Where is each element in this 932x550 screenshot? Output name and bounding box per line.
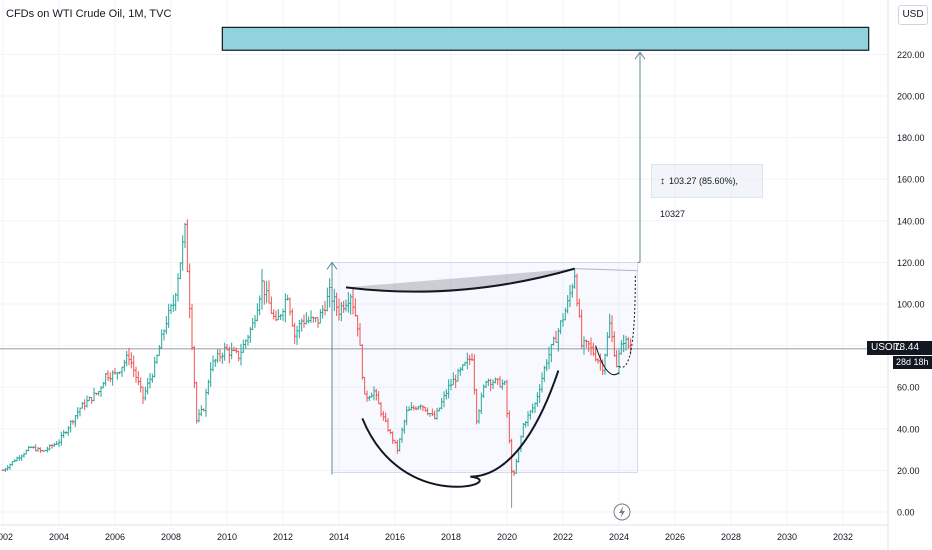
x-tick-label: 2022 [553,532,573,542]
x-tick-label: 2004 [49,532,69,542]
lightning-icon[interactable] [613,503,631,521]
x-tick-label: 2032 [833,532,853,542]
measure-range-box [331,261,639,473]
symbol-label: USOIL [871,342,902,353]
chart-title: CFDs on WTI Crude Oil, 1M, TVC [6,8,172,20]
target-zone [221,26,870,51]
y-tick-label: 180.00 [897,133,925,143]
x-tick-label: 2006 [105,532,125,542]
y-tick-label: 40.00 [897,424,920,434]
x-tick-label: 2016 [385,532,405,542]
x-tick-label: 2028 [721,532,741,542]
x-tick-label: 2020 [497,532,517,542]
currency-button[interactable]: USD [898,5,928,25]
x-tick-label: 2002 [0,532,13,542]
annotations-back [0,261,888,508]
x-tick-label: 2012 [273,532,293,542]
measure-text: 103.27 (85.60%), 10327 [660,176,739,219]
measure-arrows-icon: ↕ [660,176,665,187]
projection-dotted [618,274,636,368]
handle-curve [595,345,620,376]
x-tick-label: 2018 [441,532,461,542]
time-axis[interactable]: 2002 2004 2006 2008 2010 2012 2014 2016 2018 2020… [0,532,853,542]
current-price: 78.44 [894,342,920,353]
x-tick-label: 2030 [777,532,797,542]
measure-label: ↕ 103.27 (85.60%), 10327 [651,164,763,219]
rim-curve [345,267,575,293]
price-label: USOIL78.44 [867,341,932,355]
x-tick-label: 2014 [329,532,349,542]
y-tick-label: 60.00 [897,383,920,393]
rim-shaded-area [346,268,575,292]
annotations-front [221,26,870,488]
y-tick-label: 0.00 [897,508,915,518]
y-tick-label: 20.00 [897,466,920,476]
y-tick-label: 220.00 [897,50,925,60]
x-tick-label: 2008 [161,532,181,542]
y-tick-label: 160.00 [897,175,925,185]
y-tick-label: 200.00 [897,92,925,102]
bar-countdown: 28d 18h [893,356,932,369]
cup-curve [361,370,560,488]
x-tick-label: 2024 [609,532,629,542]
rim-extension [574,268,638,272]
measure-arrowhead-left [326,261,338,270]
x-tick-label: 2026 [665,532,685,542]
y-tick-label: 120.00 [897,258,925,268]
measure-arrowhead-right [634,51,646,60]
ohlc-bars [1,219,632,476]
y-tick-label: 100.00 [897,300,925,310]
y-tick-label: 140.00 [897,216,925,226]
x-tick-label: 2010 [217,532,237,542]
